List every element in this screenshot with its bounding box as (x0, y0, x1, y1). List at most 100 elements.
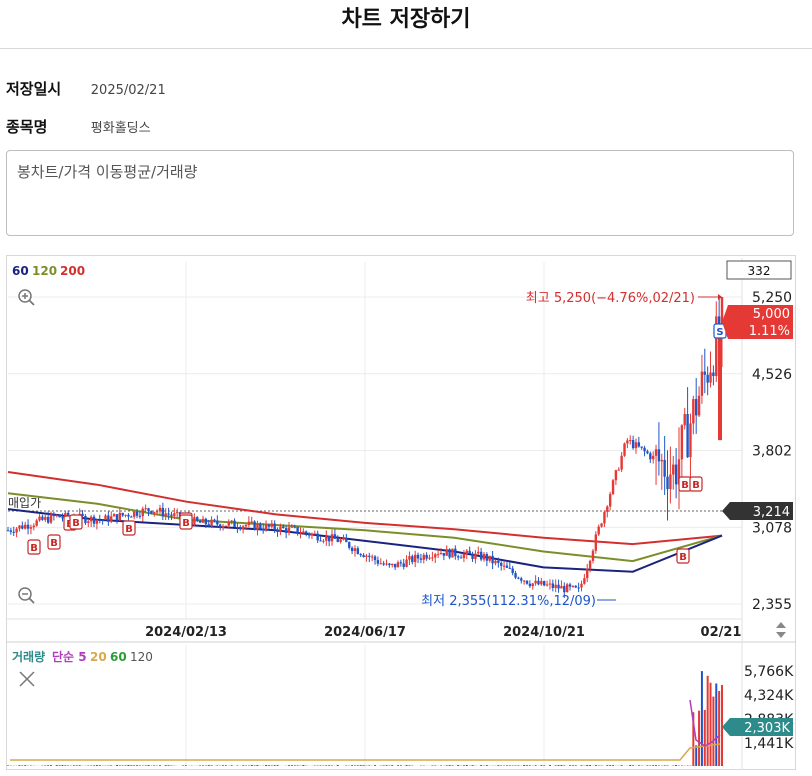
candle-body (132, 511, 136, 517)
candle-body (454, 548, 457, 557)
candle-body (445, 549, 448, 556)
candle-body (537, 580, 540, 585)
candle-body (350, 547, 354, 552)
candle-body (115, 514, 119, 521)
candle-body (161, 507, 165, 517)
volume-bar (514, 765, 517, 766)
candle-body (29, 527, 33, 529)
zoom-out-icon[interactable] (18, 587, 35, 604)
volume-bar (47, 765, 50, 766)
buy-marker-label: B (125, 524, 133, 535)
volume-bar (296, 765, 299, 766)
candle-body (709, 372, 712, 383)
close-icon[interactable] (19, 671, 35, 687)
ma-200-line (7, 471, 723, 546)
volume-bar (164, 765, 167, 766)
volume-bar (563, 765, 566, 766)
candle-body (672, 464, 675, 475)
candle-body (84, 516, 87, 523)
candle-body (686, 414, 689, 458)
candle-body (305, 531, 308, 534)
candle-body (606, 506, 609, 512)
volume-bar (72, 765, 75, 766)
buy-price-label: 매입가 (8, 496, 41, 510)
candle-body (465, 550, 468, 554)
candle-body (233, 520, 236, 528)
candle-body (700, 371, 704, 396)
header: 차트 저장하기 (0, 0, 812, 49)
candle-body (654, 449, 658, 456)
volume-bar (569, 765, 572, 766)
candle-body (293, 526, 296, 528)
volume-bar (256, 765, 259, 766)
buy-marker-label: B (182, 518, 190, 529)
volume-bar (511, 765, 514, 766)
candle-body (525, 580, 529, 584)
volume-bar (144, 765, 147, 766)
candle-body (591, 550, 595, 561)
candle-body (413, 554, 417, 563)
ma-120-line (7, 492, 723, 563)
candle-body (270, 523, 274, 527)
candle-body (87, 521, 90, 523)
zoom-in-icon[interactable] (18, 289, 35, 306)
candle-body (416, 554, 420, 559)
candle-body (41, 516, 44, 520)
save-date-row: 저장일시 2025/02/21 (6, 78, 166, 99)
candle-body (348, 542, 351, 548)
buy-marker: B (676, 548, 690, 564)
candle-body (411, 556, 414, 563)
volume-bar (210, 765, 213, 766)
memo-textarea[interactable]: 봉차트/가격 이동평균/거래량 (6, 150, 794, 236)
candle-body (680, 425, 684, 460)
candle-body (218, 524, 222, 528)
volume-bar (138, 765, 141, 766)
y-tick-label: 3,078 (752, 520, 792, 536)
candle-body (18, 525, 21, 529)
volume-bar (695, 745, 698, 766)
volume-bar (147, 765, 150, 766)
candle-body (451, 548, 454, 558)
candle-body (425, 554, 428, 559)
candle-body (24, 524, 27, 529)
candle-body (244, 525, 248, 527)
candle-body (153, 511, 156, 514)
buy-marker-label: B (679, 552, 687, 563)
candle-body (505, 565, 509, 568)
buy-marker-label: B (50, 538, 58, 549)
candle-body (81, 513, 84, 517)
volume-bar (448, 765, 451, 766)
candle-body (488, 555, 491, 561)
volume-bar (554, 765, 557, 766)
volume-bar (55, 765, 58, 766)
volume-bar (526, 765, 529, 766)
candle-body (95, 519, 99, 524)
candle-body (201, 518, 205, 523)
volume-bar (276, 765, 279, 766)
volume-bar (405, 765, 408, 766)
count-box-value: 332 (748, 264, 771, 278)
volume-bar (637, 765, 640, 766)
candle-body (44, 516, 47, 520)
candle-body (327, 535, 331, 542)
volume-bar (331, 765, 334, 766)
candle-body (502, 565, 506, 567)
candle-body (663, 459, 666, 477)
chart-container (6, 255, 796, 770)
volume-bar (293, 765, 296, 766)
volume-bar (385, 765, 388, 766)
candle-body (319, 540, 322, 542)
volume-bar (586, 765, 589, 766)
buy-marker: B (678, 476, 692, 492)
candle-body (588, 560, 592, 569)
volume-bar (302, 765, 305, 766)
candle-body (241, 526, 245, 530)
candle-body (477, 551, 480, 554)
volume-legend-volume: 거래량 (12, 649, 45, 664)
volume-bar (703, 709, 706, 766)
volume-bar (540, 765, 543, 766)
candle-body (563, 586, 566, 593)
scale-arrows-icon[interactable] (776, 622, 786, 638)
volume-bar (620, 765, 623, 766)
current-price-value: 5,000 (753, 307, 790, 322)
